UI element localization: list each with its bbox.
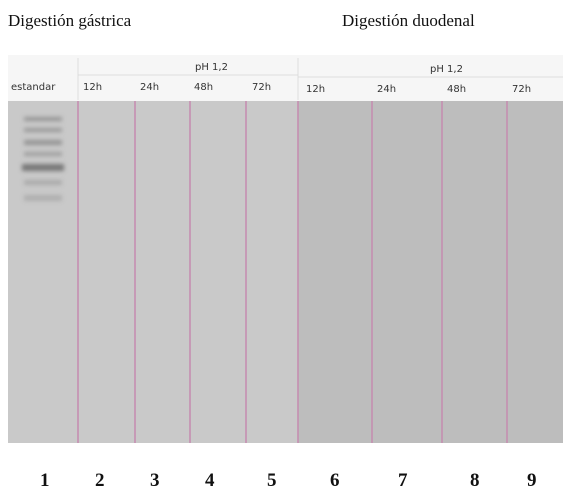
lane-number: 7 — [398, 470, 408, 489]
lane-number: 1 — [40, 470, 50, 489]
lane-number: 4 — [205, 470, 215, 489]
lane-number: 9 — [527, 470, 537, 489]
gel-figure: Digestión gástrica Digestión duodenal pH… — [0, 0, 563, 489]
condition-label: pH 1,2 — [195, 62, 228, 73]
lane-number: 6 — [330, 470, 340, 489]
lane-label: 24h — [140, 82, 159, 93]
lane-label: 48h — [447, 84, 466, 95]
lane-label: 12h — [83, 82, 102, 93]
lane-number: 8 — [470, 470, 480, 489]
lane-label: 12h — [306, 84, 325, 95]
gel-right — [298, 101, 563, 443]
lane-number: 5 — [267, 470, 277, 489]
condition-label: pH 1,2 — [430, 64, 463, 75]
lane-label: 48h — [194, 82, 213, 93]
lane-number: 3 — [150, 470, 160, 489]
lane-number: 2 — [95, 470, 105, 489]
title: Digestión duodenal — [342, 11, 475, 30]
header-band — [8, 55, 563, 101]
lane-label: 72h — [512, 84, 531, 95]
title: Digestión gástrica — [8, 11, 132, 30]
lane-label: 24h — [377, 84, 396, 95]
lane-label: estandar — [11, 82, 56, 93]
lane-label: 72h — [252, 82, 271, 93]
